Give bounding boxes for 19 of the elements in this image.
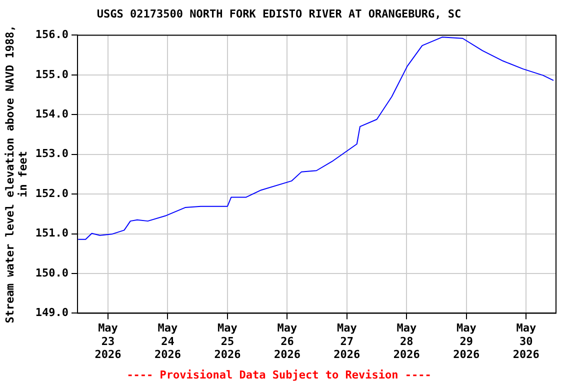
x-tick-label: May 26 2026 xyxy=(274,322,301,362)
y-tick-label: 149.0 xyxy=(35,306,69,320)
y-tick-label: 152.0 xyxy=(35,186,69,200)
x-tick-label: May 25 2026 xyxy=(214,322,242,362)
y-axis-title: Stream water level elevation above NAVD 1988, in feet xyxy=(3,25,30,324)
y-tick-label: 156.0 xyxy=(35,28,69,42)
y-tick-label: 155.0 xyxy=(35,68,69,81)
y-tick-label: 154.0 xyxy=(35,107,69,120)
y-tick-label: 153.0 xyxy=(35,147,69,160)
chart-title: USGS 02173500 NORTH FORK EDISTO RIVER AT ORANGEBURG, SC xyxy=(96,7,462,20)
y-tick-label: 150.0 xyxy=(35,266,69,280)
x-tick-label: May 24 2026 xyxy=(154,322,182,362)
x-tick-label: May 27 2026 xyxy=(334,322,361,362)
x-tick-label: May 28 2026 xyxy=(393,322,420,362)
x-tick-label: May 30 2026 xyxy=(512,322,540,362)
text: ---- Provisional Data Subject to Revision ---- xyxy=(126,368,432,382)
x-tick-label: May 29 2026 xyxy=(453,322,480,362)
x-tick-label: May 23 2026 xyxy=(94,322,122,362)
y-tick-label: 151.0 xyxy=(35,226,69,240)
